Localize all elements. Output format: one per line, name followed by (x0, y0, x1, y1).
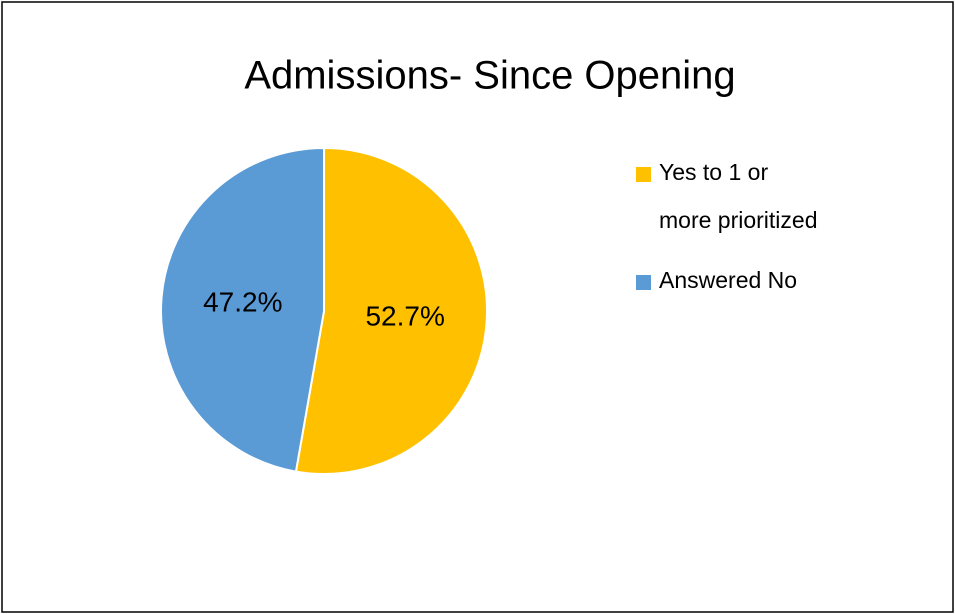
legend-label: Answered No (659, 267, 798, 293)
legend-swatch (636, 275, 651, 290)
legend-label: Yes to 1 or more prioritized (659, 159, 818, 233)
pie-slice (294, 146, 488, 475)
data-label: 52.7% (365, 300, 444, 331)
chart-title: Admissions- Since Opening (244, 54, 735, 98)
pie-slice (160, 146, 325, 473)
legend-item: Yes to 1 or more prioritized (636, 159, 836, 244)
legend: Yes to 1 or more prioritized Answered No (636, 159, 836, 328)
data-label: 47.2% (203, 286, 282, 317)
legend-swatch (636, 167, 651, 182)
legend-item: Answered No (636, 267, 836, 304)
